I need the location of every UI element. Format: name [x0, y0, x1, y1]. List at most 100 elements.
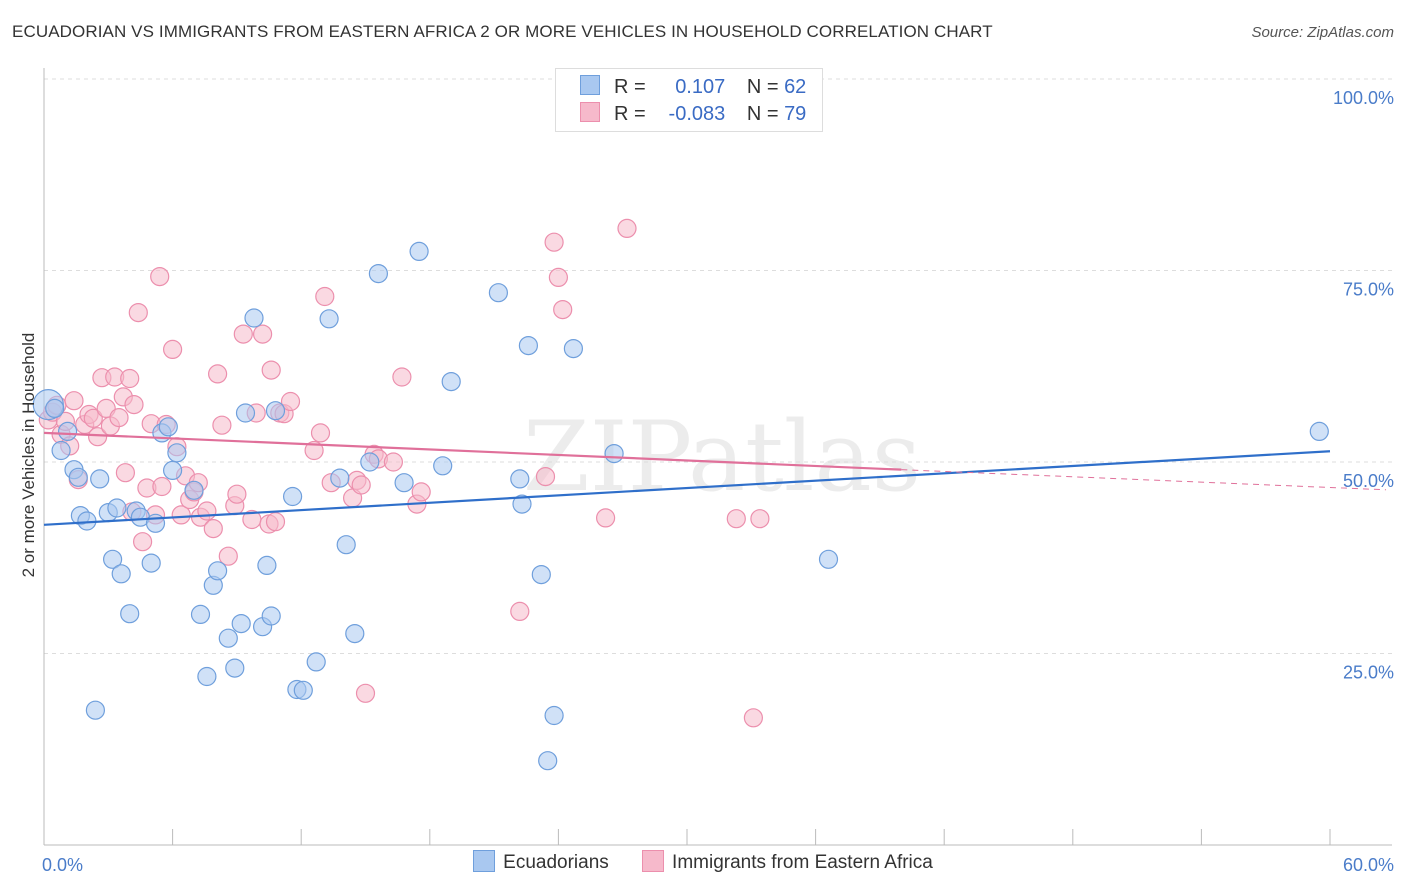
point-pink [743, 708, 764, 728]
point-blue [531, 564, 551, 585]
point-blue [45, 398, 65, 418]
point-pink [115, 463, 136, 483]
point-pink [152, 476, 172, 497]
point-blue [158, 417, 178, 437]
y-axis-label: 2 or more Vehicles in Household [19, 333, 38, 578]
legend-item-ecuadorians[interactable]: Ecuadorians [473, 850, 609, 874]
point-blue [231, 613, 251, 634]
point-blue [394, 473, 414, 493]
trend-line-blue [43, 450, 1331, 526]
point-blue [261, 606, 281, 626]
point-pink [553, 300, 573, 320]
point-blue [184, 480, 204, 500]
point-blue [85, 700, 106, 720]
point-pink [411, 482, 431, 502]
point-pink [133, 532, 153, 552]
point-blue [120, 604, 140, 624]
point-pink [280, 391, 301, 412]
point-blue [433, 456, 453, 476]
point-pink [595, 508, 616, 528]
legend-swatch-pink [580, 102, 600, 122]
point-pink [351, 475, 371, 495]
point-blue [512, 494, 532, 514]
point-blue [90, 469, 110, 489]
point-pink [265, 512, 286, 532]
y-tick-label: 75.0% [1343, 280, 1394, 300]
point-blue [518, 336, 539, 356]
point-pink [208, 364, 228, 384]
point-blue [345, 623, 365, 644]
legend-swatch-blue [580, 75, 600, 95]
point-blue [319, 309, 339, 329]
point-blue [293, 680, 313, 700]
point-pink [64, 391, 84, 411]
point-pink [310, 423, 331, 443]
point-blue [563, 339, 584, 359]
trend-extension-pink [901, 469, 1387, 491]
tick-labels: 0.0% 60.0% 25.0% 50.0% 75.0% 100.0% [42, 88, 1394, 875]
point-pink [128, 303, 148, 323]
point-pink [355, 683, 376, 703]
point-blue [257, 555, 277, 576]
legend-n-label-1: N = [746, 76, 779, 98]
legend-n-value-1: 62 [784, 76, 807, 98]
legend-r-label-1: R = [614, 76, 646, 98]
point-blue [163, 460, 183, 480]
point-blue [604, 444, 624, 464]
legend-r-value-2: -0.083 [668, 103, 726, 125]
point-blue [190, 604, 211, 625]
point-pink [392, 367, 412, 387]
point-pink [203, 518, 223, 539]
legend-n-value-2: 79 [784, 103, 807, 125]
chart-title: ECUADORIAN VS IMMIGRANTS FROM EASTERN AF… [12, 22, 993, 41]
legend-item-eastern-africa[interactable]: Immigrants from Eastern Africa [642, 850, 933, 874]
point-blue [68, 467, 88, 487]
point-blue [1309, 421, 1329, 441]
point-blue [441, 372, 461, 392]
point-pink [261, 360, 281, 380]
point-pink [535, 467, 556, 487]
point-pink [163, 339, 183, 359]
x-tick-label: 0.0% [42, 855, 83, 875]
axes [43, 68, 1392, 846]
point-blue [244, 308, 264, 328]
point-blue [330, 468, 350, 488]
point-blue [544, 705, 564, 726]
legend-label-ecuadorians: Ecuadorians [503, 852, 609, 873]
point-pink [233, 324, 253, 344]
trend-lines [43, 431, 1387, 526]
point-pink [304, 440, 324, 461]
legend-swatch-eastern-africa [642, 850, 665, 872]
point-pink [548, 267, 569, 287]
point-blue [360, 452, 380, 472]
series-legend: Ecuadorians Immigrants from Eastern Afri… [0, 850, 1406, 874]
point-pink [120, 368, 140, 389]
point-pink [383, 452, 403, 472]
legend-label-eastern-africa: Immigrants from Eastern Africa [672, 852, 933, 873]
x-tick-label: 60.0% [1343, 855, 1394, 875]
point-blue [283, 486, 303, 507]
point-pink [109, 408, 129, 428]
point-pink [227, 484, 247, 504]
point-blue [336, 535, 356, 555]
point-blue [510, 469, 530, 489]
point-blue [306, 652, 326, 672]
point-blue [225, 658, 245, 678]
legend-row-ecuadorians: R = 0.107 N = 62 [580, 75, 806, 99]
point-pink [750, 509, 770, 529]
point-blue [107, 498, 127, 518]
legend-n-label-2: N = [746, 103, 779, 125]
point-pink [150, 267, 170, 287]
point-blue [102, 549, 123, 569]
point-blue [218, 628, 238, 648]
y-tick-label: 50.0% [1343, 471, 1394, 491]
point-pink [544, 232, 564, 252]
point-blue [818, 549, 839, 569]
legend-swatch-ecuadorians [473, 850, 496, 872]
point-pink [253, 324, 273, 344]
legend-row-eastern-africa: R = -0.083 N = 79 [580, 102, 806, 126]
point-pink [171, 505, 191, 525]
point-blue [368, 264, 388, 284]
point-blue [51, 440, 71, 461]
